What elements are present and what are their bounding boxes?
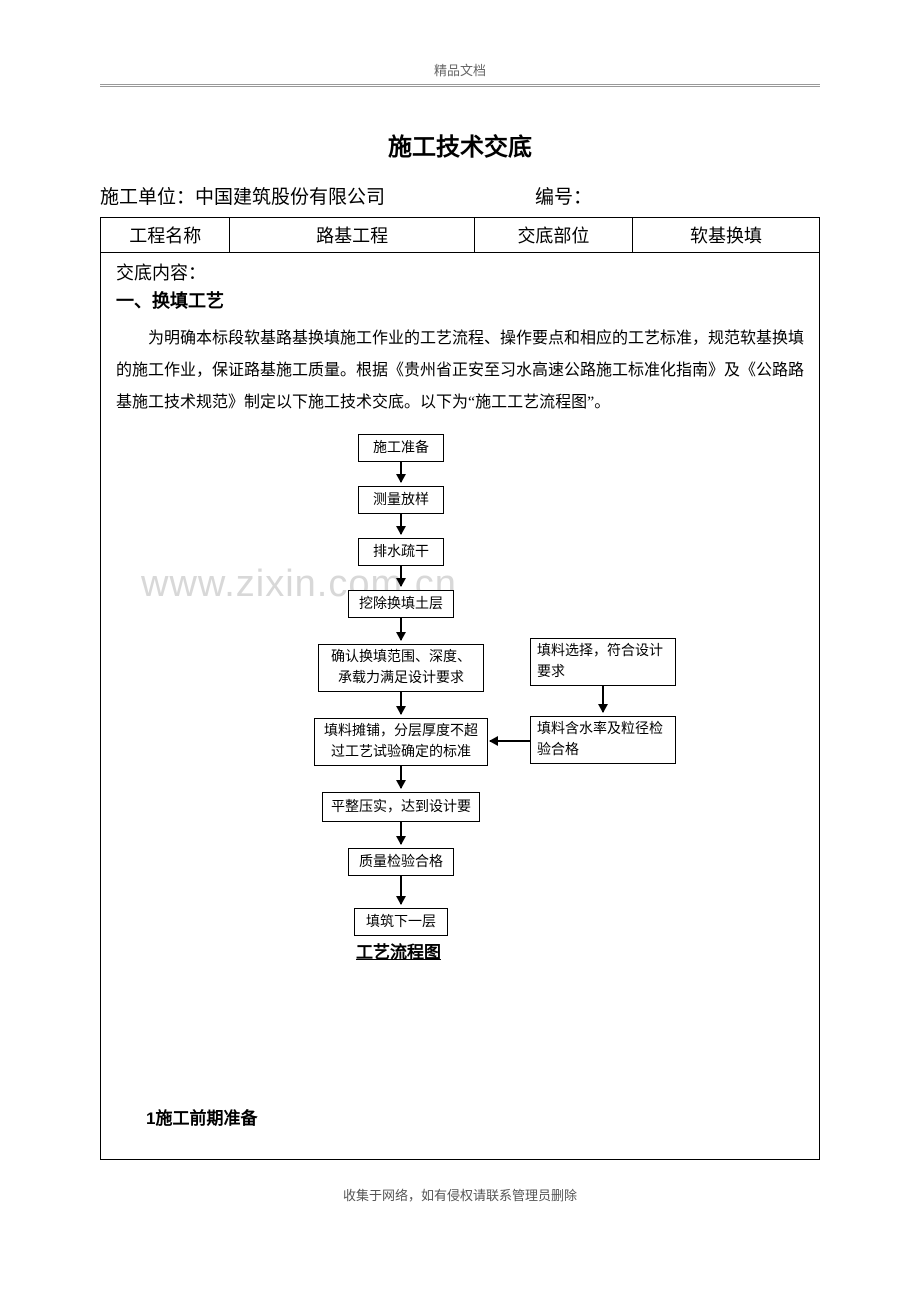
flow-node-excavate: 挖除换填土层 bbox=[348, 590, 454, 618]
flow-node-drain: 排水疏干 bbox=[358, 538, 444, 566]
part-value: 软基换填 bbox=[633, 218, 820, 253]
document-title: 施工技术交底 bbox=[100, 127, 820, 162]
project-name-label: 工程名称 bbox=[101, 218, 230, 253]
spacer bbox=[385, 182, 535, 209]
flow-node-compact: 平整压实，达到设计要 bbox=[322, 792, 480, 822]
flow-node-quality: 质量检验合格 bbox=[348, 848, 454, 876]
flow-node-material-select: 填料选择，符合设计要求 bbox=[530, 638, 676, 686]
unit-label: 施工单位： bbox=[100, 182, 195, 209]
arrow-icon bbox=[400, 618, 402, 640]
flowchart-caption: 工艺流程图 bbox=[356, 938, 441, 963]
flow-node-prepare: 施工准备 bbox=[358, 434, 444, 462]
flow-node-spread: 填料摊铺，分层厚度不超过工艺试验确定的标准 bbox=[314, 718, 488, 766]
unit-value: 中国建筑股份有限公司 bbox=[195, 182, 385, 209]
part-label: 交底部位 bbox=[474, 218, 632, 253]
arrow-icon bbox=[400, 514, 402, 534]
footer: 收集于网络，如有侵权请联系管理员删除 bbox=[100, 1185, 820, 1204]
flow-node-confirm: 确认换填范围、深度、承载力满足设计要求 bbox=[318, 644, 484, 692]
arrow-icon bbox=[400, 566, 402, 586]
table-row: 工程名称 路基工程 交底部位 软基换填 bbox=[101, 218, 820, 253]
header-divider bbox=[100, 84, 820, 87]
flow-node-material-check: 填料含水率及粒径检验合格 bbox=[530, 716, 676, 764]
arrow-icon bbox=[400, 766, 402, 788]
paragraph1: 为明确本标段软基路基换填施工作业的工艺流程、操作要点和相应的工艺标准，规范软基换… bbox=[116, 323, 804, 419]
flowchart: 施工准备 测量放样 排水疏干 挖除换填土层 确认换填范围、深度、承载力满足设计要… bbox=[230, 434, 690, 1084]
content-box: 交底内容： 一、换填工艺 为明确本标段软基路基换填施工作业的工艺流程、操作要点和… bbox=[100, 253, 820, 1160]
meta-row: 施工单位： 中国建筑股份有限公司 编号： bbox=[100, 182, 820, 209]
subsection1: 1施工前期准备 bbox=[146, 1104, 804, 1129]
flow-node-next: 填筑下一层 bbox=[354, 908, 448, 936]
code-label: 编号： bbox=[535, 182, 592, 209]
arrow-icon bbox=[400, 692, 402, 714]
arrow-icon bbox=[400, 462, 402, 482]
page: 精品文档 施工技术交底 施工单位： 中国建筑股份有限公司 编号： 工程名称 路基… bbox=[0, 0, 920, 1244]
arrow-icon bbox=[400, 876, 402, 904]
project-name-value: 路基工程 bbox=[230, 218, 474, 253]
flow-node-survey: 测量放样 bbox=[358, 486, 444, 514]
section1-title: 一、换填工艺 bbox=[116, 287, 804, 313]
arrow-icon bbox=[602, 686, 604, 712]
arrow-icon bbox=[400, 822, 402, 844]
info-table: 工程名称 路基工程 交底部位 软基换填 bbox=[100, 217, 820, 253]
content-header: 交底内容： bbox=[116, 259, 804, 285]
arrow-icon bbox=[490, 740, 530, 742]
header-label: 精品文档 bbox=[100, 60, 820, 84]
